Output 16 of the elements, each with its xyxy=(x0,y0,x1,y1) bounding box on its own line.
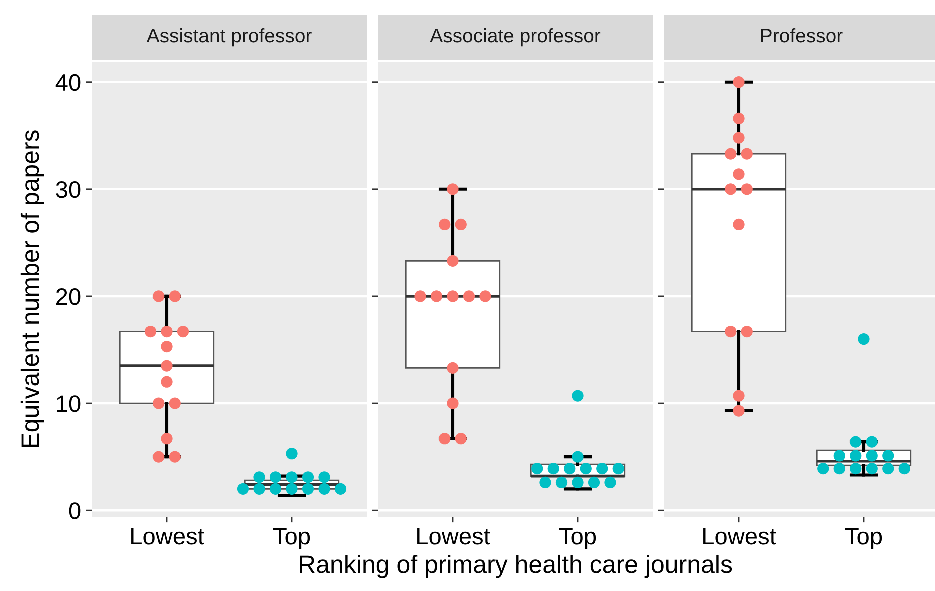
x-tick-label: Top xyxy=(846,528,882,550)
y-axis-title: Equivalent number of papers xyxy=(20,130,44,448)
x-axis-title: Ranking of primary health care journals xyxy=(300,554,732,578)
chart-title: Associate professor xyxy=(430,28,601,47)
chart-title: Assistant professor xyxy=(146,28,312,47)
y-tick-label: 40 xyxy=(56,74,81,92)
x-tick-label: Lowest xyxy=(132,528,204,545)
x-tick-label: Top xyxy=(560,528,596,550)
y-tick-label: 0 xyxy=(69,502,81,520)
x-tick-label: Lowest xyxy=(418,528,490,545)
y-tick-label: 30 xyxy=(56,181,81,198)
chart-title: Professor xyxy=(761,28,843,43)
x-tick-label: Lowest xyxy=(704,528,776,545)
x-tick-label: Top xyxy=(274,528,310,550)
y-tick-label: 20 xyxy=(56,288,81,306)
y-tick-label: 10 xyxy=(57,396,81,412)
